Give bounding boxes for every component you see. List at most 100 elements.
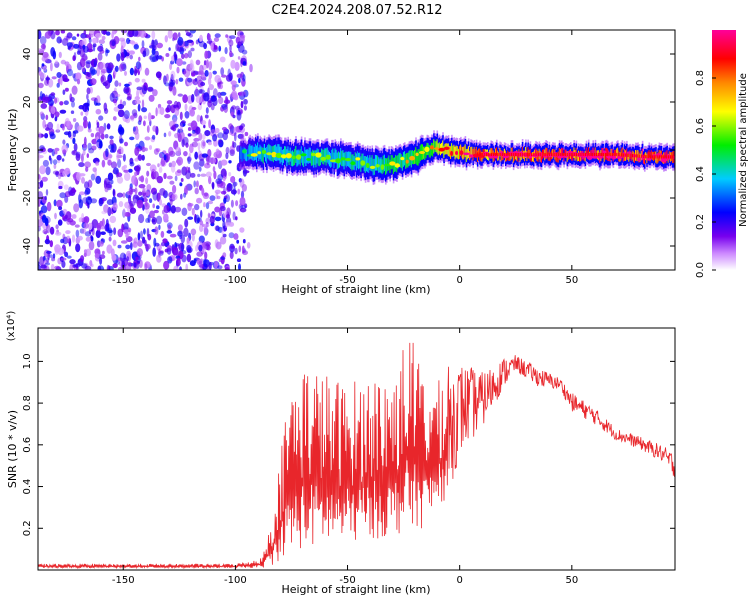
- signal-peak: [291, 155, 296, 160]
- noise-blob: [190, 228, 197, 236]
- colorbar-tick-label: 0.2: [695, 214, 706, 230]
- noise-blob: [39, 145, 45, 151]
- noise-blob: [221, 103, 228, 110]
- signal-core-peak: [575, 152, 578, 157]
- noise-blob: [237, 56, 241, 60]
- signal-core: [245, 149, 248, 162]
- noise-blob: [136, 86, 143, 91]
- noise-blob: [98, 140, 103, 149]
- noise-blob: [82, 105, 85, 110]
- noise-blob: [133, 237, 138, 244]
- noise-blob: [97, 45, 104, 52]
- noise-blob: [218, 83, 223, 90]
- noise-blob: [152, 89, 158, 97]
- noise-blob: [98, 39, 106, 44]
- noise-blob: [141, 146, 146, 153]
- noise-blob: [44, 31, 52, 39]
- noise-blob: [133, 198, 137, 205]
- noise-blob: [103, 204, 109, 213]
- signal-core: [358, 152, 360, 170]
- noise-blob: [215, 225, 220, 232]
- noise-blob: [155, 215, 163, 225]
- spectrogram-x-tick-label: -100: [224, 275, 247, 286]
- noise-blob: [120, 30, 128, 34]
- noise-blob: [52, 159, 58, 165]
- noise-blob: [123, 222, 129, 232]
- noise-blob: [126, 256, 130, 262]
- noise-blob: [222, 252, 227, 258]
- noise-blob: [147, 233, 152, 241]
- signal-peak: [394, 163, 400, 168]
- noise-blob: [95, 102, 101, 106]
- noise-blob: [39, 180, 44, 188]
- signal-peak: [242, 149, 247, 154]
- noise-blob: [219, 205, 226, 212]
- noise-blob: [229, 44, 232, 52]
- noise-blob: [72, 55, 76, 62]
- noise-blob: [50, 263, 55, 270]
- noise-blob: [228, 160, 232, 164]
- noise-blob: [62, 208, 68, 215]
- signal-core: [511, 147, 514, 158]
- signal-core: [519, 152, 522, 162]
- noise-blob: [238, 91, 245, 97]
- noise-blob: [134, 171, 138, 177]
- noise-blob: [97, 52, 103, 61]
- noise-blob: [233, 94, 239, 101]
- noise-blob: [69, 259, 76, 265]
- noise-blob: [238, 178, 242, 183]
- noise-blob: [114, 65, 119, 72]
- signal-core-peak: [636, 154, 638, 158]
- noise-blob: [106, 199, 114, 206]
- spectrogram-y-ticks: -40 -20 0 20 40: [22, 48, 675, 254]
- noise-blob: [47, 121, 54, 130]
- signal-core-peak: [609, 152, 611, 157]
- signal-core-peak: [660, 155, 663, 159]
- signal-core-peak: [535, 152, 537, 157]
- noise-blob: [191, 233, 195, 242]
- signal-peak: [365, 162, 370, 168]
- noise-blob: [79, 173, 86, 177]
- noise-blob: [195, 126, 201, 135]
- noise-blob: [38, 82, 44, 89]
- signal-peak: [271, 151, 277, 158]
- noise-blob: [163, 260, 170, 270]
- noise-blob: [87, 121, 91, 131]
- noise-blob: [122, 192, 126, 199]
- noise-blob: [204, 70, 209, 77]
- noise-blob: [80, 255, 85, 263]
- noise-blob: [234, 61, 240, 71]
- signal-peak: [369, 165, 376, 169]
- signal-peak: [400, 157, 405, 161]
- noise-blob: [41, 99, 46, 105]
- signal-core-peak: [640, 154, 643, 158]
- signal-peak: [380, 164, 385, 170]
- noise-blob: [104, 134, 109, 139]
- colorbar-tick-label: 0.8: [695, 70, 706, 86]
- noise-blob: [214, 74, 221, 84]
- noise-blob: [56, 154, 62, 161]
- noise-blob: [170, 164, 176, 173]
- noise-blob: [173, 265, 179, 270]
- signal-core: [650, 150, 653, 160]
- noise-blob: [193, 161, 200, 170]
- noise-blob: [46, 201, 52, 212]
- noise-blob: [61, 158, 65, 162]
- noise-blob: [177, 230, 183, 237]
- noise-blob: [106, 229, 114, 234]
- noise-blob: [206, 264, 210, 270]
- noise-blob: [76, 33, 80, 37]
- noise-blob: [71, 85, 78, 95]
- noise-blob: [120, 52, 125, 62]
- noise-blob: [240, 109, 244, 114]
- noise-blob: [187, 127, 192, 131]
- noise-blob: [202, 223, 205, 227]
- noise-blob: [240, 190, 245, 199]
- noise-blob: [55, 231, 62, 236]
- noise-blob: [151, 39, 155, 48]
- noise-blob: [66, 42, 73, 48]
- noise-blob: [195, 245, 199, 252]
- noise-blob: [230, 199, 234, 208]
- noise-blob: [213, 45, 218, 50]
- noise-blob: [165, 107, 170, 113]
